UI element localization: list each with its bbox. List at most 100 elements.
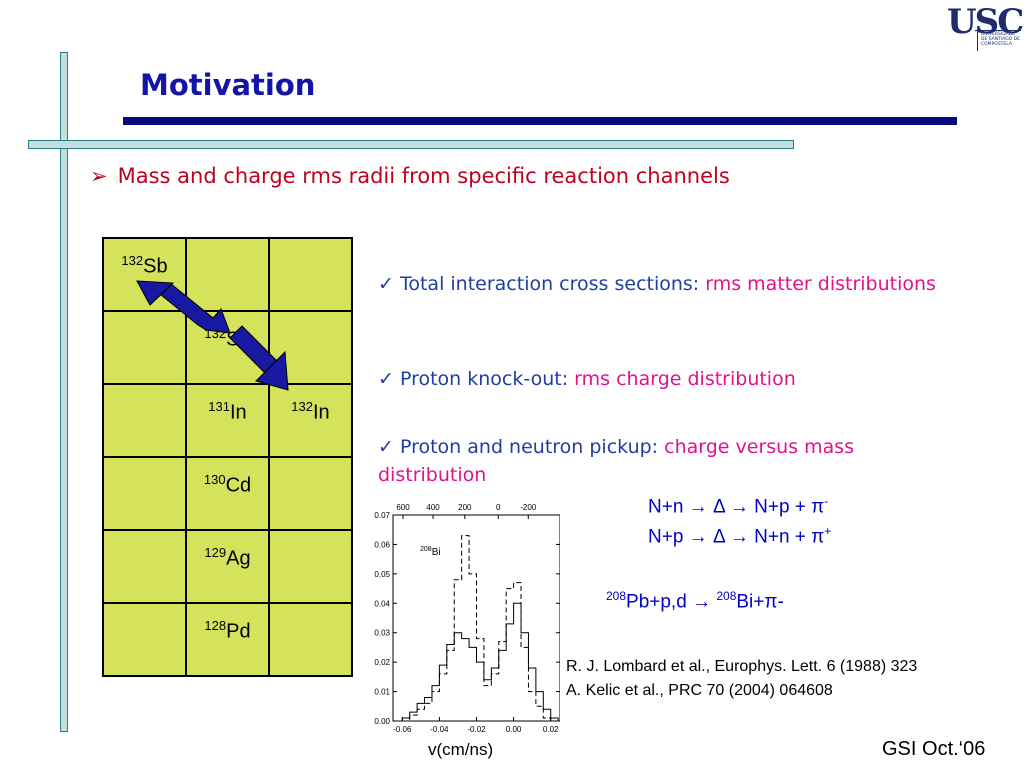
check-item-1: ✓ Total interaction cross sections: rms … (378, 270, 938, 298)
mass-number: 131 (208, 399, 230, 414)
isotope-label: 132Sn (204, 326, 250, 352)
check-highlight: rms charge distribution (574, 368, 796, 390)
nuclide-chart: 132Sb 132Sn 131In 132In 130Cd 129Ag 128Pd (102, 237, 353, 677)
check-item-3: ✓ Proton and neutron pickup: charge vers… (378, 433, 938, 489)
reaction-2-sup: + (824, 524, 832, 538)
isotope-label: 131In (208, 399, 246, 425)
grid-cell (268, 529, 353, 604)
grid-cell (268, 456, 353, 531)
check-text: Proton and neutron pickup: (399, 436, 665, 458)
check-highlight: rms matter distributions (705, 273, 936, 295)
element-symbol: Pd (226, 620, 251, 643)
y-tick-label: 0.04 (374, 599, 390, 608)
plot-frame (392, 514, 560, 722)
reference-1: R. J. Lombard et al., Europhys. Lett. 6 … (566, 658, 918, 675)
y-tick-label: 0.05 (374, 570, 390, 579)
y-tick-label: 0.07 (374, 511, 390, 520)
grid-cell: 132Sn (185, 310, 270, 385)
series-solid-line (394, 602, 559, 722)
reaction-1-sup: - (824, 494, 829, 508)
horizontal-decor-bar (28, 140, 794, 149)
x-tick-label: -0.06 (393, 725, 412, 734)
element-symbol: Cd (225, 474, 252, 497)
grid-cell: 131In (185, 383, 270, 458)
element-symbol: Ag (226, 547, 251, 570)
grid-cell: 132In (268, 383, 353, 458)
logo-subtitle: UNIVERSIDADE DE SANTIAGO DE COMPOSTELA (981, 32, 1020, 47)
check-icon: ✓ (378, 368, 394, 390)
mass-number: 132 (291, 399, 313, 414)
x-top-tick-label: 400 (426, 503, 440, 512)
grid-cell (102, 383, 187, 458)
logo-text: USC (947, 2, 1024, 42)
plot-isotope-label: 208Bi (420, 546, 441, 558)
mass-number: 132 (121, 253, 144, 268)
logo-divider-vertical (977, 31, 978, 51)
grid-cell: 132Sb (102, 237, 187, 312)
bi-mass: 208 (716, 589, 737, 603)
check-text: Proton knock-out: (399, 368, 575, 390)
x-tick-label: -0.04 (430, 725, 449, 734)
main-bullet-text: Mass and charge rms radii from specific … (117, 164, 730, 188)
footer-text: GSI Oct.‘06 (882, 738, 986, 760)
check-icon: ✓ (378, 436, 394, 458)
isotope-label: 129Ag (204, 545, 250, 571)
grid-cell (102, 456, 187, 531)
grid-row: 131In 132In (102, 383, 353, 458)
x-tick-label: 0.02 (543, 725, 559, 734)
isotope-label: 132Sb (121, 253, 167, 279)
reaction-1: N+n → Δ → N+p + π- (648, 494, 828, 518)
reaction-3: 208Pb+p,d → 208Bi+π- (606, 589, 784, 613)
grid-cell (102, 310, 187, 385)
grid-cell: 129Ag (185, 529, 270, 604)
isotope-label: 132In (291, 399, 329, 425)
mass-number: 128 (204, 618, 227, 633)
element-symbol: Sn (226, 328, 251, 351)
arrow-bullet-icon: ➢ (90, 164, 108, 188)
mass-number: 130 (203, 472, 226, 487)
mass-number: 129 (204, 545, 227, 560)
reaction-1-text: N+n → Δ → N+p + π (648, 496, 825, 518)
grid-row: 129Ag (102, 529, 353, 604)
x-tick-label: 0.00 (506, 725, 522, 734)
y-tick-label: 0.02 (374, 658, 390, 667)
x-top-tick-label: -200 (520, 503, 537, 512)
mass-number: 132 (204, 326, 227, 341)
grid-row: 130Cd (102, 456, 353, 531)
x-tick-label: -0.02 (467, 725, 486, 734)
grid-cell (102, 602, 187, 677)
grid-cell (185, 237, 270, 312)
main-bullet: ➢ Mass and charge rms radii from specific… (90, 164, 730, 188)
isotope-label: 130Cd (204, 472, 251, 498)
x-top-tick-label: 600 (396, 503, 410, 512)
x-top-tick-label: 200 (458, 503, 472, 512)
isotope-label: 128Pd (204, 618, 250, 644)
y-tick-label: 0.01 (374, 688, 390, 697)
grid-cell: 128Pd (185, 602, 270, 677)
reference-2: A. Kelic et al., PRC 70 (2004) 064608 (566, 682, 833, 699)
y-tick-label: 0.00 (374, 717, 390, 726)
grid-cell (268, 237, 353, 312)
element-symbol: In (230, 401, 247, 424)
page-title: Motivation (140, 68, 316, 102)
references: R. J. Lombard et al., Europhys. Lett. 6 … (566, 655, 917, 703)
plot-label-mass: 208 (420, 546, 432, 553)
check-item-2: ✓ Proton knock-out: rms charge distribut… (378, 365, 938, 393)
pb-mass: 208 (606, 589, 627, 603)
y-tick-label: 0.03 (374, 629, 390, 638)
element-symbol: Sb (143, 255, 168, 278)
check-text: Total interaction cross sections: (399, 273, 706, 295)
reaction-3-end: Bi+π- (736, 591, 784, 613)
grid-row: 128Pd (102, 602, 353, 677)
y-tick-label: 0.06 (374, 540, 390, 549)
reaction-2: N+p → Δ → N+n + π+ (648, 524, 831, 548)
check-highlight: charge versus mass distribution (378, 436, 855, 486)
series-dashed-line (394, 535, 559, 722)
logo-divider (975, 30, 1021, 31)
grid-row: 132Sb (102, 237, 353, 312)
velocity-histogram-plot: 0.00 0.01 0.02 0.03 0.04 0.05 0.06 0.07 -0.06 -0.… (374, 503, 560, 734)
element-symbol: In (313, 401, 330, 424)
grid-cell (268, 602, 353, 677)
check-icon: ✓ (378, 273, 394, 295)
plot-label-element: Bi (432, 547, 441, 558)
